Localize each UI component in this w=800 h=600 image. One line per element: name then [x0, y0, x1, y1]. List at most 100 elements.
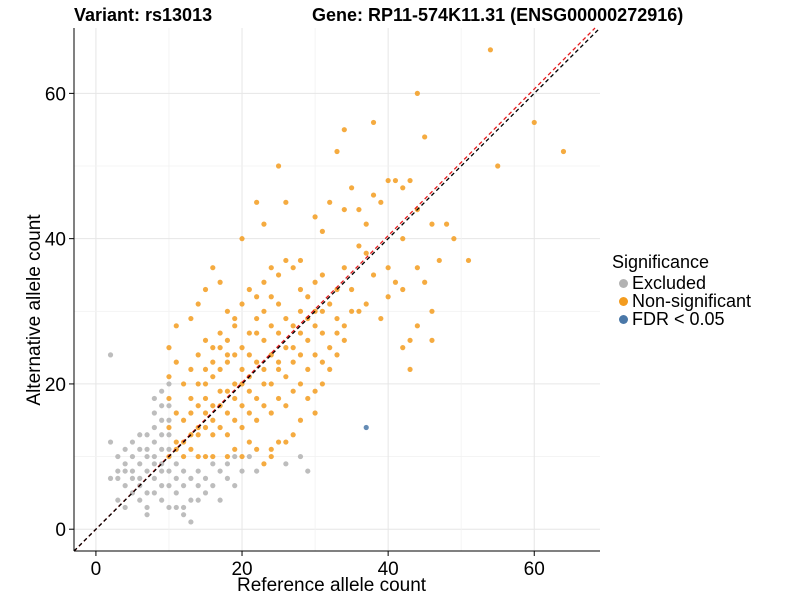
- point-non-significant: [261, 403, 267, 409]
- point-non-significant: [297, 286, 304, 293]
- point-excluded: [217, 497, 223, 503]
- point-non-significant: [422, 134, 428, 140]
- point-non-significant: [202, 337, 209, 343]
- point-non-significant: [312, 214, 318, 220]
- point-non-significant: [232, 395, 238, 402]
- point-excluded: [188, 497, 194, 503]
- point-non-significant: [173, 439, 179, 445]
- point-non-significant: [407, 366, 413, 373]
- point-excluded: [144, 512, 150, 518]
- point-excluded: [166, 381, 172, 387]
- point-non-significant: [202, 381, 209, 387]
- point-excluded: [137, 497, 143, 503]
- point-excluded: [166, 417, 172, 423]
- point-non-significant: [239, 424, 245, 431]
- point-excluded: [297, 453, 304, 460]
- point-non-significant: [312, 388, 318, 394]
- point-non-significant: [239, 301, 245, 307]
- chart-title-gene: Gene: RP11-574K11.31 (ENSG00000272916): [312, 5, 684, 25]
- point-fdr-0-05: [363, 424, 369, 431]
- point-excluded: [166, 468, 172, 474]
- point-non-significant: [305, 294, 311, 300]
- point-non-significant: [173, 359, 179, 365]
- point-non-significant: [180, 417, 187, 423]
- point-non-significant: [385, 294, 391, 300]
- point-non-significant: [327, 366, 333, 373]
- point-excluded: [122, 446, 128, 452]
- point-non-significant: [290, 388, 296, 394]
- point-non-significant: [166, 374, 172, 380]
- point-excluded: [217, 468, 223, 474]
- point-non-significant: [378, 315, 384, 322]
- point-excluded: [159, 483, 165, 489]
- point-non-significant: [407, 337, 413, 343]
- legend: Significance Excluded Non-significant FD…: [612, 252, 751, 329]
- point-excluded: [173, 504, 179, 511]
- point-non-significant: [370, 272, 377, 278]
- point-excluded: [129, 468, 136, 474]
- point-excluded: [283, 461, 289, 467]
- point-non-significant: [305, 366, 311, 373]
- point-non-significant: [254, 315, 260, 322]
- point-non-significant: [275, 272, 282, 278]
- point-non-significant: [341, 337, 347, 343]
- point-non-significant: [341, 323, 347, 329]
- point-excluded: [180, 512, 187, 518]
- point-non-significant: [268, 446, 274, 452]
- point-non-significant: [363, 301, 369, 307]
- point-excluded: [144, 432, 150, 438]
- point-non-significant: [275, 395, 282, 402]
- chart-title-variant: Variant: rs13013: [74, 5, 213, 25]
- point-non-significant: [261, 337, 267, 343]
- point-non-significant: [173, 323, 179, 329]
- point-excluded: [151, 410, 157, 416]
- point-non-significant: [356, 308, 362, 314]
- identity-line: [73, 27, 601, 552]
- point-non-significant: [341, 127, 347, 133]
- point-non-significant: [531, 119, 537, 126]
- point-non-significant: [210, 374, 216, 380]
- point-non-significant: [319, 330, 325, 336]
- point-non-significant: [195, 301, 201, 307]
- point-non-significant: [560, 148, 567, 155]
- point-non-significant: [246, 352, 252, 358]
- point-excluded: [129, 475, 136, 481]
- point-non-significant: [370, 119, 377, 126]
- point-excluded: [115, 468, 121, 474]
- point-non-significant: [254, 294, 260, 300]
- point-non-significant: [385, 265, 391, 271]
- point-non-significant: [188, 315, 194, 322]
- point-non-significant: [268, 294, 274, 300]
- x-tick-label: 20: [231, 559, 252, 580]
- legend-label-excluded: Excluded: [632, 272, 707, 293]
- point-excluded: [159, 446, 165, 452]
- point-excluded: [159, 468, 165, 474]
- point-excluded: [129, 453, 136, 460]
- point-excluded: [195, 497, 201, 503]
- point-non-significant: [414, 90, 420, 96]
- point-non-significant: [297, 381, 304, 387]
- point-non-significant: [422, 279, 428, 285]
- point-non-significant: [210, 432, 216, 438]
- point-excluded: [239, 468, 245, 474]
- x-axis-title: Reference allele count: [237, 575, 427, 596]
- point-non-significant: [290, 323, 296, 329]
- point-non-significant: [246, 330, 252, 336]
- point-non-significant: [246, 286, 252, 293]
- point-excluded: [159, 432, 165, 438]
- point-non-significant: [224, 432, 231, 438]
- point-non-significant: [436, 257, 442, 264]
- point-non-significant: [166, 395, 172, 402]
- point-non-significant: [224, 308, 231, 314]
- legend-item-non-significant: Non-significant: [612, 291, 751, 311]
- point-non-significant: [224, 337, 231, 343]
- legend-dot-non-significant: [619, 296, 628, 306]
- point-excluded: [180, 468, 187, 474]
- point-non-significant: [246, 410, 252, 416]
- point-excluded: [224, 461, 231, 467]
- point-non-significant: [188, 366, 194, 373]
- point-non-significant: [246, 388, 252, 394]
- point-non-significant: [210, 359, 216, 365]
- point-non-significant: [312, 323, 318, 329]
- point-excluded: [195, 468, 201, 474]
